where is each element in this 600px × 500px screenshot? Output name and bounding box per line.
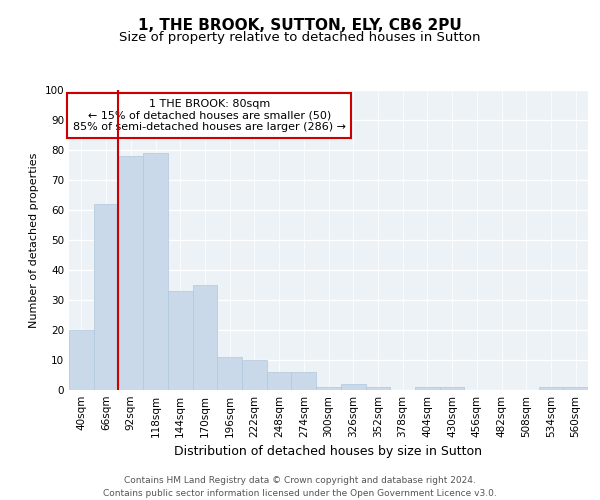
Bar [563, 387, 588, 390]
Bar [539, 387, 563, 390]
Text: Size of property relative to detached houses in Sutton: Size of property relative to detached ho… [119, 31, 481, 44]
Bar [217, 357, 242, 390]
Bar [365, 387, 390, 390]
Text: Contains HM Land Registry data © Crown copyright and database right 2024.: Contains HM Land Registry data © Crown c… [124, 476, 476, 485]
Bar [415, 387, 440, 390]
Bar [316, 387, 341, 390]
Y-axis label: Number of detached properties: Number of detached properties [29, 152, 39, 328]
Bar [143, 153, 168, 390]
Text: Contains public sector information licensed under the Open Government Licence v3: Contains public sector information licen… [103, 489, 497, 498]
Bar [267, 372, 292, 390]
Bar [440, 387, 464, 390]
Text: 1 THE BROOK: 80sqm
← 15% of detached houses are smaller (50)
85% of semi-detache: 1 THE BROOK: 80sqm ← 15% of detached hou… [73, 99, 346, 132]
Bar [69, 330, 94, 390]
X-axis label: Distribution of detached houses by size in Sutton: Distribution of detached houses by size … [175, 446, 482, 458]
Bar [94, 204, 118, 390]
Bar [341, 384, 365, 390]
Bar [168, 291, 193, 390]
Bar [242, 360, 267, 390]
Bar [193, 285, 217, 390]
Text: 1, THE BROOK, SUTTON, ELY, CB6 2PU: 1, THE BROOK, SUTTON, ELY, CB6 2PU [138, 18, 462, 32]
Bar [292, 372, 316, 390]
Bar [118, 156, 143, 390]
